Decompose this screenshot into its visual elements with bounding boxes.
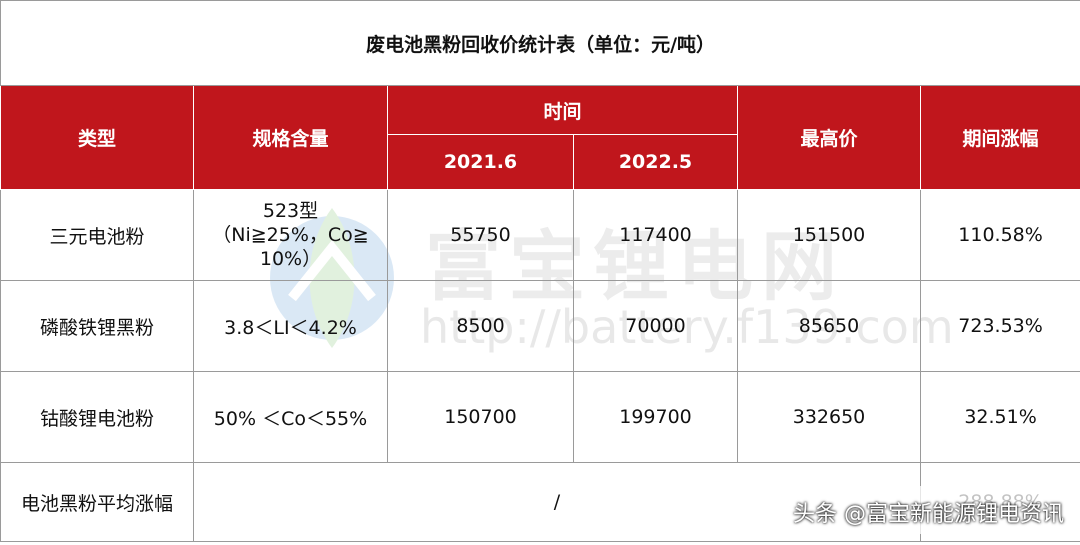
row-price-2021: 55750 bbox=[387, 189, 574, 281]
row-spec: 3.8＜LI＜4.2% bbox=[193, 280, 388, 372]
row-change: 723.53% bbox=[919, 280, 1080, 372]
row-max-price: 151500 bbox=[737, 189, 921, 281]
table-title: 废电池黑粉回收价统计表（单位：元/吨） bbox=[0, 0, 1080, 86]
header-spec: 规格含量 bbox=[193, 85, 388, 190]
header-time: 时间 bbox=[387, 85, 738, 135]
row-max-price: 332650 bbox=[737, 371, 921, 463]
table-row: 三元电池粉 523型 （Ni≧25%，Co≧ 10%） 55750 117400… bbox=[0, 189, 1080, 281]
row-spec-line: （Ni≧25%，Co≧ bbox=[212, 224, 369, 246]
header-time-2021: 2021.6 bbox=[387, 134, 574, 190]
row-price-2022: 117400 bbox=[573, 189, 738, 281]
row-spec: 523型 （Ni≧25%，Co≧ 10%） bbox=[193, 189, 388, 281]
row-type: 钴酸锂电池粉 bbox=[0, 371, 194, 463]
row-spec: 50% ＜Co＜55% bbox=[193, 371, 388, 463]
header-type: 类型 bbox=[0, 85, 194, 190]
credit-backdrop bbox=[720, 486, 1080, 534]
table-row: 钴酸锂电池粉 50% ＜Co＜55% 150700 199700 332650 … bbox=[0, 371, 1080, 463]
table-row: 磷酸铁锂黑粉 3.8＜LI＜4.2% 8500 70000 85650 723.… bbox=[0, 280, 1080, 372]
row-price-2022: 199700 bbox=[573, 371, 738, 463]
row-price-2022: 70000 bbox=[573, 280, 738, 372]
row-price-2021: 150700 bbox=[387, 371, 574, 463]
header-row-bottom: 2021.6 2022.5 bbox=[1, 134, 1080, 190]
header-row-top: 类型 规格含量 时间 最高价 期间涨幅 bbox=[0, 85, 1080, 190]
row-price-2021: 8500 bbox=[387, 280, 574, 372]
row-type: 三元电池粉 bbox=[0, 189, 194, 281]
row-type: 磷酸铁锂黑粉 bbox=[0, 280, 194, 372]
header-change: 期间涨幅 bbox=[919, 85, 1080, 190]
row-change: 32.51% bbox=[919, 371, 1080, 463]
row-max-price: 85650 bbox=[737, 280, 921, 372]
summary-label: 电池黑粉平均涨幅 bbox=[0, 462, 194, 542]
row-spec-line: 10%） bbox=[259, 248, 322, 270]
row-spec-line: 523型 bbox=[262, 200, 319, 222]
table-title-row: 废电池黑粉回收价统计表（单位：元/吨） bbox=[0, 0, 1080, 86]
header-max-price: 最高价 bbox=[737, 85, 921, 190]
source-credit: 头条 @富宝新能源锂电资讯 bbox=[793, 502, 1064, 527]
row-change: 110.58% bbox=[919, 189, 1080, 281]
header-time-2022: 2022.5 bbox=[573, 134, 738, 190]
